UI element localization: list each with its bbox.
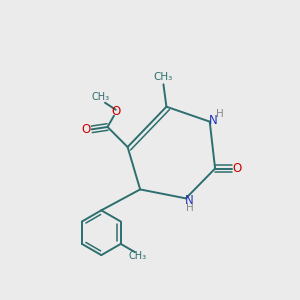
Text: O: O [111,105,120,118]
Text: N: N [209,114,218,127]
Text: CH₃: CH₃ [128,251,146,261]
Text: N: N [185,194,194,207]
Text: H: H [216,110,224,119]
Text: CH₃: CH₃ [154,72,173,82]
Text: O: O [233,162,242,175]
Text: H: H [186,203,194,213]
Text: O: O [81,123,90,136]
Text: CH₃: CH₃ [92,92,110,102]
